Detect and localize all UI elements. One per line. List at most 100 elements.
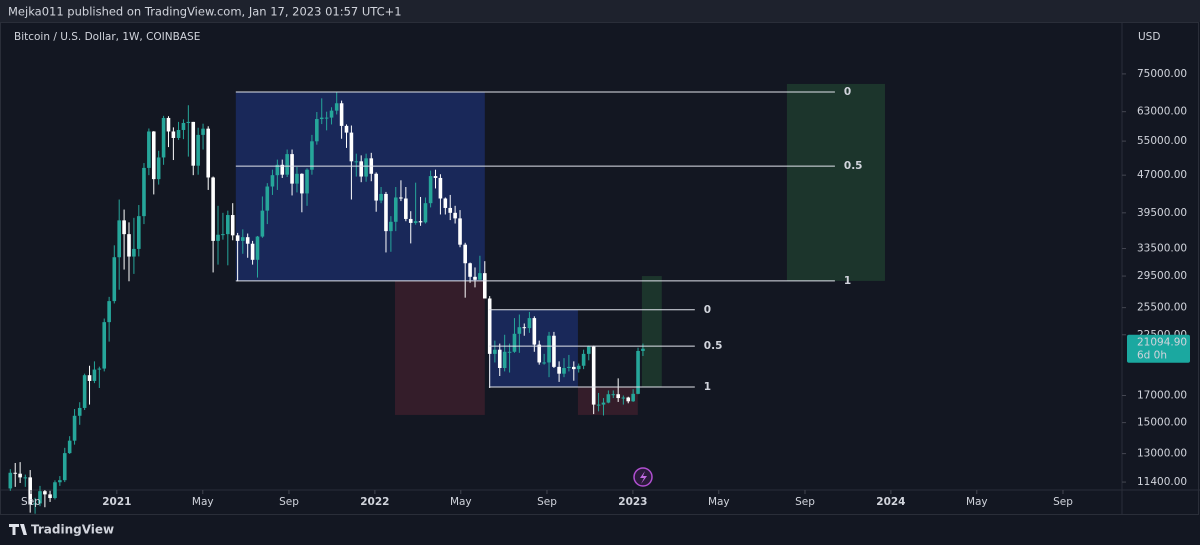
- candle-body: [393, 197, 398, 222]
- candle-body: [285, 154, 289, 175]
- candle-body: [626, 397, 631, 402]
- candle-body: [413, 221, 418, 223]
- candle-body: [127, 234, 131, 257]
- candle-body: [43, 491, 47, 495]
- candle-body: [171, 131, 176, 138]
- candle-body: [216, 234, 220, 241]
- candle-body: [112, 257, 117, 302]
- candle-body: [468, 263, 472, 277]
- candle-body: [176, 129, 181, 138]
- candle-body: [206, 128, 211, 178]
- candle-body: [196, 134, 200, 166]
- candle-body: [255, 236, 260, 260]
- candle-body: [507, 351, 512, 353]
- candle-body: [384, 193, 388, 232]
- candle-body: [28, 477, 32, 505]
- candle-body: [92, 369, 97, 381]
- candle-body: [310, 141, 314, 170]
- y-tick-label: 47000.00: [1137, 169, 1187, 181]
- candle-body: [250, 243, 255, 260]
- candle-body: [72, 415, 77, 441]
- header-bar: [0, 0, 1200, 22]
- y-tick-label: 63000.00: [1137, 106, 1187, 118]
- y-tick-label: 11400.00: [1137, 476, 1187, 488]
- candle-body: [423, 203, 428, 223]
- candle-body: [552, 335, 556, 367]
- candle-body: [428, 176, 433, 204]
- candle-body: [433, 176, 438, 178]
- candle-body: [122, 220, 126, 235]
- candle-body: [408, 218, 413, 223]
- fib-label: 0: [844, 86, 851, 98]
- x-tick-label: Sep: [537, 496, 557, 508]
- candle-body: [137, 216, 141, 249]
- y-tick-label: 29500.00: [1137, 270, 1187, 282]
- candle-body: [572, 366, 576, 370]
- candle-body: [527, 318, 532, 329]
- candle-body: [147, 131, 151, 168]
- candle-body: [567, 366, 571, 368]
- zone: [786, 83, 885, 281]
- candle-body: [221, 234, 225, 236]
- candle-body: [117, 220, 121, 258]
- header-text: Mejka011 published on TradingView.com, J…: [8, 5, 402, 19]
- candle-body: [497, 349, 502, 368]
- candle-body: [364, 158, 368, 177]
- candle-body: [631, 393, 635, 402]
- candle-body: [132, 248, 136, 257]
- candle-body: [305, 169, 309, 194]
- x-tick-label: 2024: [876, 496, 905, 508]
- candle-body: [562, 367, 566, 374]
- candle-body: [591, 346, 596, 405]
- candle-body: [453, 212, 457, 219]
- candle-body: [473, 276, 477, 280]
- candle-body: [399, 197, 403, 199]
- candle-body: [636, 350, 640, 394]
- candle-body: [211, 177, 215, 241]
- fib-label: 1: [704, 381, 711, 393]
- y-tick-label: 39500.00: [1137, 207, 1187, 219]
- y-tick-label: 33500.00: [1137, 243, 1187, 255]
- x-tick-label: May: [708, 496, 730, 508]
- event-icon[interactable]: [633, 467, 653, 487]
- candle-body: [354, 161, 359, 163]
- candle-body: [418, 221, 423, 223]
- candle-body: [191, 121, 196, 166]
- candle-body: [487, 298, 492, 354]
- candle-body: [226, 215, 230, 235]
- footer-bar: [0, 515, 1200, 545]
- candle-body: [547, 335, 551, 363]
- y-tick-label: 55000.00: [1137, 135, 1187, 147]
- footer-logo: [9, 524, 27, 535]
- candle-body: [181, 122, 186, 130]
- candle-body: [275, 164, 280, 176]
- candle-body: [389, 221, 393, 232]
- candle-body: [329, 110, 334, 118]
- candle-body: [404, 198, 408, 219]
- candle-body: [586, 346, 591, 354]
- candle-body: [53, 482, 57, 499]
- candle-body: [23, 477, 28, 479]
- candle-body: [290, 154, 294, 184]
- x-tick-label: 2022: [360, 496, 389, 508]
- zone: [641, 276, 662, 387]
- y-tick-label: 15000.00: [1137, 417, 1187, 429]
- candle-body: [97, 368, 102, 370]
- y-tick-label: 75000.00: [1137, 68, 1187, 80]
- candle-body: [62, 453, 67, 481]
- candle-body: [438, 177, 443, 199]
- x-tick-label: Sep: [279, 496, 299, 508]
- candle-body: [300, 173, 304, 194]
- candle-body: [611, 394, 616, 396]
- candle-body: [8, 472, 13, 489]
- chart-frame: [0, 22, 1199, 515]
- candle-body: [601, 402, 606, 405]
- candle-body: [230, 215, 235, 236]
- candle-body: [67, 440, 72, 454]
- candle-body: [359, 161, 364, 177]
- candle-body: [522, 327, 527, 329]
- last-price-label: 21094.90: [1137, 337, 1187, 349]
- candle-body: [18, 473, 22, 478]
- candle-body: [260, 210, 265, 237]
- zone: [395, 280, 485, 415]
